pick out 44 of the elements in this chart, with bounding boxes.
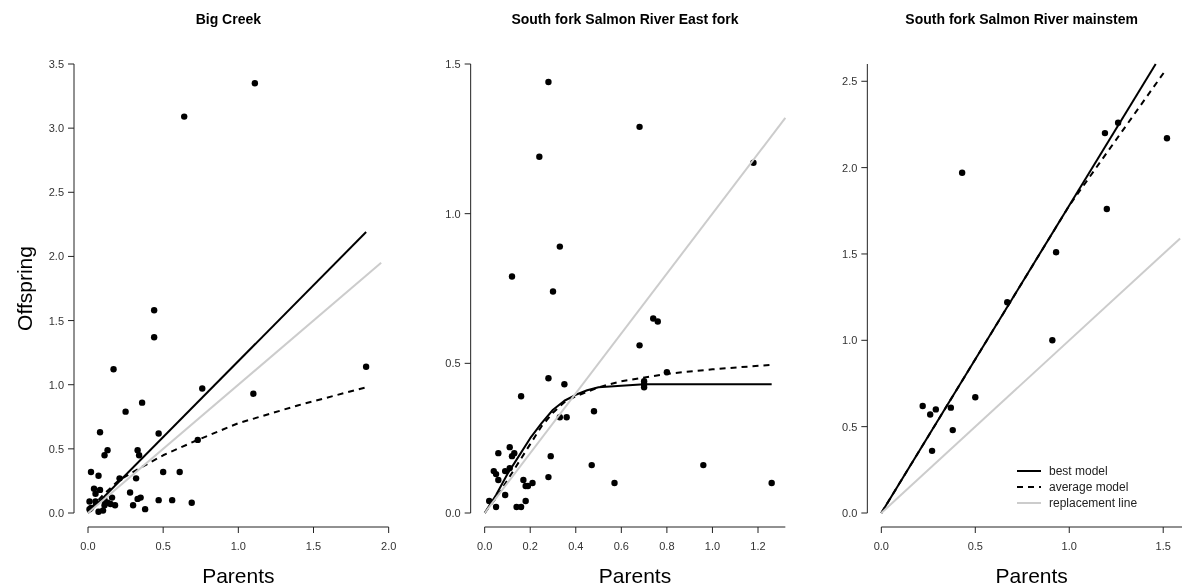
chart-title: South fork Salmon River mainstem: [905, 11, 1138, 27]
y-tick-label: 2.5: [842, 75, 858, 88]
x-axis-title: Parents: [995, 564, 1068, 587]
y-tick-label: 1.0: [445, 207, 461, 220]
legend-label: replacement line: [1049, 496, 1138, 510]
x-tick-label: 0.0: [80, 540, 96, 552]
x-tick-label: 2.0: [381, 540, 397, 552]
y-tick-label: 2.0: [48, 250, 64, 263]
x-tick-label: 1.0: [1061, 540, 1077, 552]
x-tick-label: 0.5: [155, 540, 171, 552]
x-tick-label: 1.2: [750, 540, 766, 552]
chart-title: Big Creek: [195, 11, 262, 27]
y-tick-label: 1.0: [48, 378, 64, 391]
y-tick-label: 0.5: [445, 357, 461, 370]
x-tick-label: 0.8: [659, 540, 675, 552]
y-tick-label: 0.0: [445, 507, 461, 519]
y-tick-label: 1.5: [445, 58, 461, 70]
y-tick-label: 1.5: [842, 247, 858, 260]
y-tick-label: 0.5: [48, 442, 64, 455]
x-tick-label: 0.2: [522, 540, 538, 552]
y-tick-label: 3.0: [48, 122, 64, 135]
x-tick-label: 1.0: [230, 540, 246, 552]
legend-label: best model: [1049, 464, 1108, 478]
x-axis-title: Parents: [598, 564, 672, 587]
x-tick-label: 1.5: [305, 540, 322, 552]
x-tick-label: 0.4: [568, 540, 584, 552]
x-tick-label: 0.6: [613, 540, 629, 552]
y-tick-label: 1.0: [842, 334, 858, 347]
legend-label: average model: [1049, 480, 1129, 494]
y-tick-label: 3.5: [48, 58, 64, 70]
x-axis-title: Parents: [202, 564, 275, 587]
x-tick-label: 1.0: [704, 540, 721, 552]
y-tick-label: 0.0: [48, 507, 64, 519]
x-tick-label: 0.0: [477, 540, 493, 552]
y-tick-label: 2.5: [48, 186, 64, 199]
y-axis-title: Offspring: [13, 246, 36, 331]
y-tick-label: 0.0: [842, 507, 858, 519]
y-tick-label: 1.5: [48, 314, 64, 327]
y-tick-label: 0.5: [842, 420, 858, 433]
chart-title: South fork Salmon River East fork: [511, 11, 739, 27]
x-tick-label: 0.0: [873, 540, 889, 552]
x-tick-label: 0.5: [967, 540, 983, 552]
y-tick-label: 2.0: [842, 161, 858, 174]
x-tick-label: 1.5: [1155, 540, 1171, 552]
